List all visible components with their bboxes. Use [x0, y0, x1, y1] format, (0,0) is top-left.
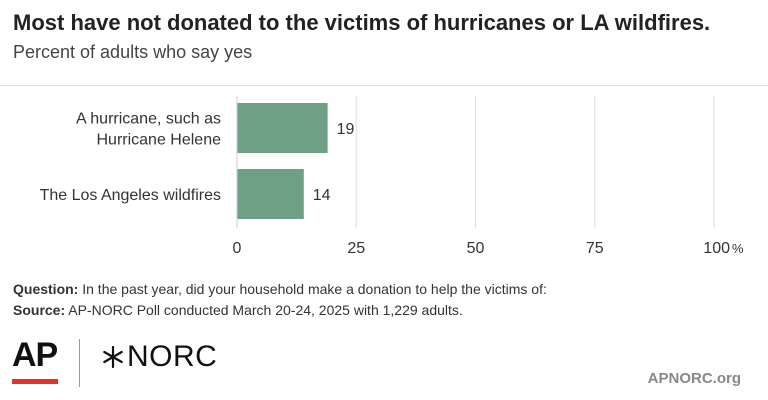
header-divider — [0, 85, 768, 86]
site-url: APNORC.org — [647, 370, 741, 387]
bar-1 — [237, 169, 304, 219]
ap-logo-underline — [12, 379, 58, 384]
value-label-0: 19 — [337, 121, 355, 138]
category-label-1-0: The Los Angeles wildfires — [40, 187, 221, 204]
bar-chart: 19 A hurricane, such as Hurricane Helene 14… — [40, 96, 744, 257]
chart-subtitle: Percent of adults who say yes — [13, 42, 253, 62]
x-tick-label-50: 50 — [467, 240, 485, 257]
norc-logo-text: NORC — [127, 340, 218, 373]
x-tick-label-0: 0 — [233, 240, 242, 257]
question-text: In the past year, did your household mak… — [82, 281, 547, 297]
source-note: Source: AP-NORC Poll conducted March 20-… — [13, 300, 547, 321]
x-unit-label: % — [732, 241, 744, 256]
question-note: Question: In the past year, did your hou… — [13, 279, 547, 300]
source-label: Source: — [13, 302, 66, 318]
source-text: AP-NORC Poll conducted March 20-24, 2025… — [68, 302, 463, 318]
footnotes: Question: In the past year, did your hou… — [13, 279, 547, 321]
norc-logo: NORC — [101, 340, 217, 374]
x-tick-label-100: 100 — [703, 240, 730, 257]
ap-logo: AP — [12, 336, 58, 374]
logo-divider — [79, 339, 80, 387]
norc-star-icon — [103, 345, 123, 369]
chart-title: Most have not donated to the victims of … — [13, 10, 711, 35]
bar-0 — [237, 103, 328, 153]
category-label-0-1: Hurricane Helene — [96, 132, 221, 149]
category-label-0-0: A hurricane, such as — [76, 111, 221, 128]
question-label: Question: — [13, 281, 79, 297]
value-label-1: 14 — [313, 187, 331, 204]
x-tick-label-25: 25 — [347, 240, 365, 257]
x-tick-label-75: 75 — [586, 240, 604, 257]
